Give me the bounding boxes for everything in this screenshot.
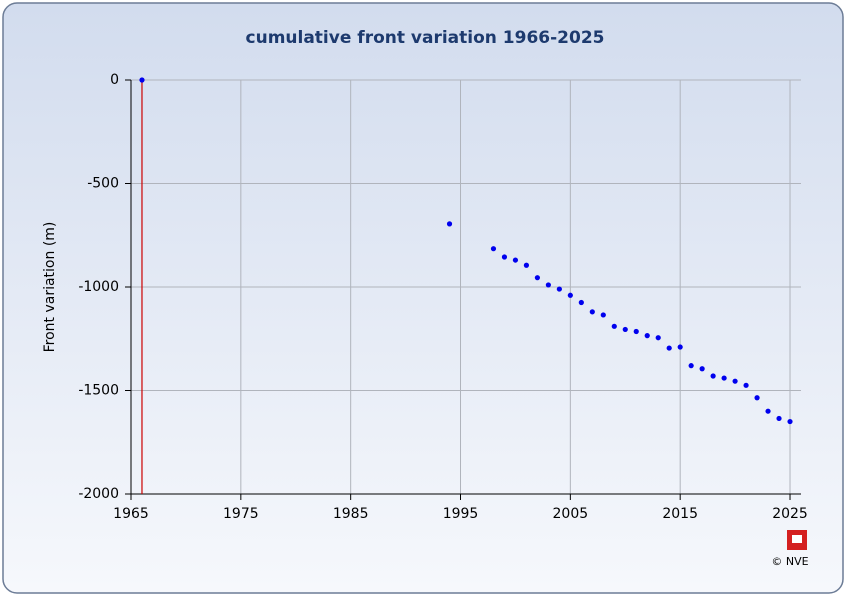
panel <box>2 2 844 594</box>
x-tick-label: 1995 <box>443 506 479 522</box>
point <box>721 375 727 381</box>
chart-title: cumulative front variation 1966-2025 <box>246 28 605 48</box>
x-tick-label: 1985 <box>333 506 369 522</box>
point <box>556 286 562 292</box>
point <box>534 275 540 281</box>
y-tick-label: -1000 <box>78 279 119 295</box>
nve-logo <box>787 530 807 550</box>
point <box>600 312 606 318</box>
point <box>765 408 771 414</box>
point <box>622 326 628 333</box>
point <box>677 344 683 350</box>
x-tick-label: 1965 <box>113 506 149 522</box>
point <box>512 257 519 263</box>
point <box>633 328 639 335</box>
y-tick-label: -2000 <box>78 486 119 502</box>
point <box>446 221 453 227</box>
point <box>501 254 508 260</box>
y-axis-label: Front variation (m) <box>42 222 58 353</box>
y-tick-label: 0 <box>110 72 119 88</box>
point <box>523 262 530 268</box>
point <box>545 282 551 288</box>
point <box>743 382 749 388</box>
point <box>490 246 497 252</box>
point <box>611 323 617 329</box>
x-tick-label: 2025 <box>772 506 808 522</box>
x-tick-label: 1975 <box>223 506 259 522</box>
point <box>666 345 672 351</box>
y-tick-label: -1500 <box>78 383 119 399</box>
credit: © NVE <box>771 555 808 568</box>
x-tick-label: 2005 <box>553 506 589 522</box>
point <box>644 333 650 339</box>
y-tick-label: -500 <box>87 176 119 192</box>
point <box>710 373 716 379</box>
x-tick-label: 2015 <box>662 506 698 522</box>
point <box>776 415 782 422</box>
point <box>754 395 760 401</box>
point <box>688 363 694 369</box>
point <box>655 335 661 341</box>
point <box>139 77 145 83</box>
point <box>787 418 793 425</box>
point <box>567 292 573 298</box>
point <box>589 309 595 315</box>
point <box>732 378 738 384</box>
point <box>578 299 584 306</box>
point <box>699 366 705 372</box>
